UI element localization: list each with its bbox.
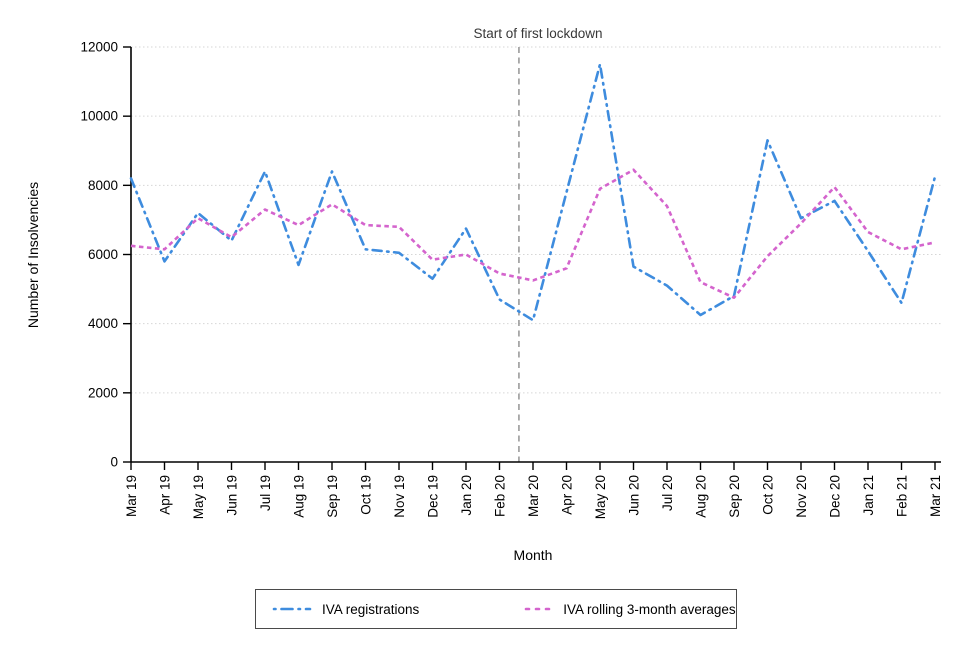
x-tick-label: Mar 20 [526, 475, 541, 517]
x-tick-label: Apr 20 [560, 475, 575, 515]
legend-label-iva-rolling-averages: IVA rolling 3-month averages [563, 601, 736, 617]
x-axis-title: Month [513, 547, 553, 563]
x-tick-label: Aug 20 [694, 475, 709, 518]
x-tick-label: Mar 21 [928, 475, 943, 517]
x-tick-label: Jan 20 [459, 475, 474, 516]
y-tick-label: 12000 [80, 40, 118, 55]
y-axis-title: Number of Insolvencies [25, 181, 41, 329]
x-tick-label: Jun 19 [225, 475, 240, 516]
x-tick-label: Jun 20 [627, 475, 642, 516]
x-tick-label: Oct 20 [761, 475, 776, 515]
legend-label-iva-registrations: IVA registrations [322, 601, 420, 617]
x-tick-label: Oct 19 [359, 475, 374, 515]
x-tick-label: May 20 [593, 475, 608, 519]
x-tick-label: Sep 20 [727, 475, 742, 518]
legend-sample-dash-dot-line [272, 607, 312, 611]
x-tick-label: Feb 20 [493, 475, 508, 517]
chart-legend: IVA registrations IVA rolling 3-month av… [255, 589, 737, 629]
x-tick-label: Sep 19 [325, 475, 340, 518]
x-tick-label: Jan 21 [861, 475, 876, 516]
x-tick-label: Dec 20 [828, 475, 843, 518]
x-tick-label: Feb 21 [895, 475, 910, 517]
legend-sample-dotted-line [524, 607, 552, 611]
series-line-iva-rolling-3-month-averages [130, 168, 936, 300]
y-tick-label: 2000 [88, 385, 118, 400]
x-tick-label: Nov 19 [392, 475, 407, 518]
x-tick-label: Apr 19 [158, 475, 173, 515]
x-tick-label: May 19 [191, 475, 206, 519]
x-tick-label: Jul 19 [258, 475, 273, 511]
x-tick-label: Mar 19 [124, 475, 139, 517]
legend-item-iva-registrations: IVA registrations [272, 602, 419, 617]
legend-item-iva-rolling-averages: IVA rolling 3-month averages [523, 601, 736, 617]
series-line-iva-registrations [129, 62, 937, 322]
y-tick-label: 8000 [88, 178, 118, 193]
y-tick-label: 6000 [88, 247, 118, 262]
lockdown-annotation-label: Start of first lockdown [473, 26, 603, 41]
y-tick-label: 4000 [88, 316, 118, 331]
x-tick-label: Nov 20 [794, 475, 809, 518]
x-tick-label: Aug 19 [292, 475, 307, 518]
y-tick-label: 10000 [80, 109, 118, 124]
x-tick-label: Dec 19 [426, 475, 441, 518]
x-tick-label: Jul 20 [660, 475, 675, 511]
y-tick-label: 0 [110, 455, 118, 470]
